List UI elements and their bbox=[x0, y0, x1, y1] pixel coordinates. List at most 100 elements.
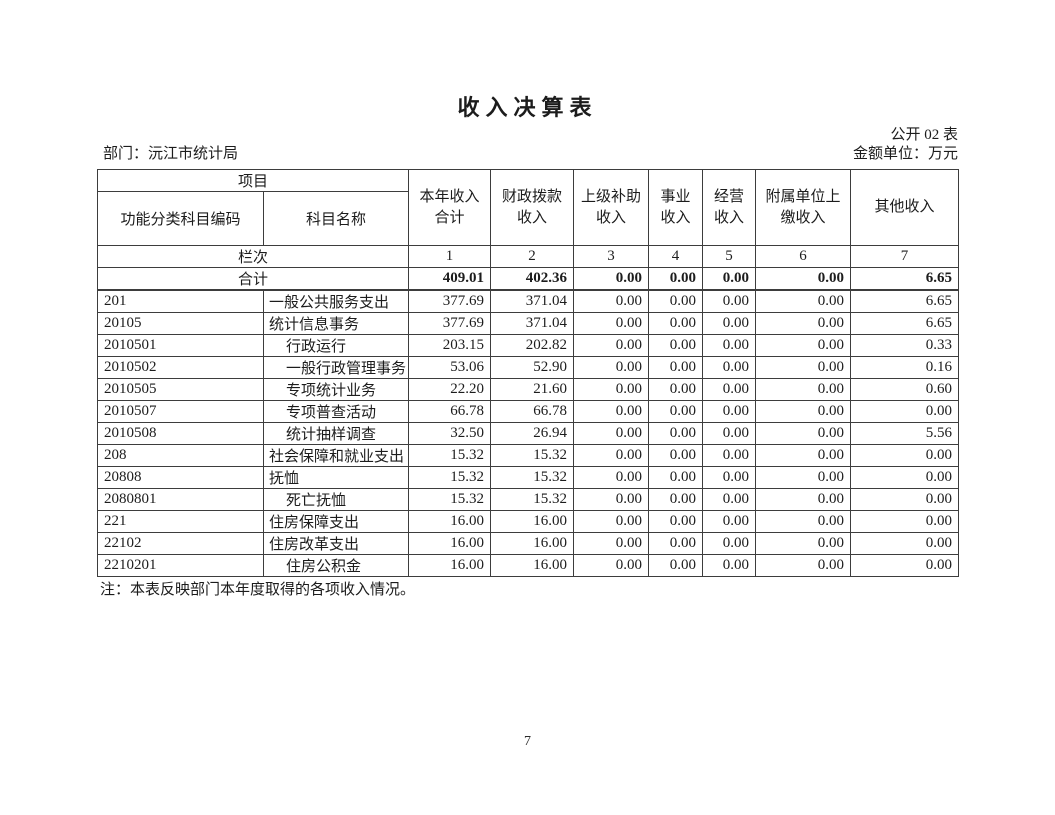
amount-cell: 6.65 bbox=[850, 289, 960, 314]
amount-cell: 0.00 bbox=[573, 444, 650, 468]
subject-code: 2010507 bbox=[97, 400, 264, 424]
amount-cell: 0.00 bbox=[755, 400, 852, 424]
amount-cell: 0.00 bbox=[648, 422, 704, 446]
total-value: 0.00 bbox=[755, 267, 852, 292]
table-row: 2010501 行政运行 203.15 202.82 0.00 0.00 0.00 0.00 0… bbox=[97, 334, 960, 358]
subject-code: 20808 bbox=[97, 466, 264, 490]
table-row: 2010502 一般行政管理事务 53.06 52.90 0.00 0.00 0.00 0.0… bbox=[97, 356, 960, 380]
subject-code: 20105 bbox=[97, 312, 264, 336]
amount-cell: 0.00 bbox=[702, 488, 757, 512]
table-row: 22102 住房改革支出 16.00 16.00 0.00 0.00 0.00 0.00 0.0… bbox=[97, 532, 960, 556]
amount-cell: 66.78 bbox=[490, 400, 575, 424]
table-row: 2080801 死亡抚恤 15.32 15.32 0.00 0.00 0.00 0.00 0.0… bbox=[97, 488, 960, 512]
subject-name: 抚恤 bbox=[262, 466, 410, 490]
amount-cell: 16.00 bbox=[408, 510, 492, 534]
lan-label: 栏次 bbox=[96, 245, 410, 269]
amount-cell: 0.00 bbox=[648, 289, 704, 314]
amount-cell: 0.00 bbox=[648, 466, 704, 490]
amount-cell: 0.00 bbox=[702, 400, 757, 424]
subject-name: 住房公积金 bbox=[262, 554, 410, 578]
total-value: 0.00 bbox=[648, 267, 704, 292]
amount-cell: 0.00 bbox=[702, 312, 757, 336]
subject-name: 一般行政管理事务 bbox=[262, 356, 410, 380]
subject-code: 2080801 bbox=[97, 488, 264, 512]
amount-cell: 0.00 bbox=[850, 466, 960, 490]
subject-name: 统计信息事务 bbox=[262, 312, 410, 336]
total-value: 0.00 bbox=[702, 267, 757, 292]
amount-cell: 0.00 bbox=[648, 554, 704, 578]
amount-cell: 5.56 bbox=[850, 422, 960, 446]
amount-cell: 15.32 bbox=[408, 488, 492, 512]
amount-cell: 0.00 bbox=[755, 312, 852, 336]
amount-cell: 371.04 bbox=[490, 289, 575, 314]
unit-label: 金额单位：万元 bbox=[852, 146, 958, 163]
amount-cell: 0.00 bbox=[702, 466, 757, 490]
amount-cell: 0.00 bbox=[573, 334, 650, 358]
amount-cell: 371.04 bbox=[490, 312, 575, 336]
subject-code: 2010502 bbox=[97, 356, 264, 380]
amount-cell: 15.32 bbox=[490, 444, 575, 468]
amount-cell: 0.00 bbox=[755, 334, 852, 358]
column-header-business: 经营 收入 bbox=[702, 169, 757, 247]
amount-cell: 0.00 bbox=[702, 554, 757, 578]
page-number: 7 bbox=[524, 734, 531, 749]
amount-cell: 0.00 bbox=[573, 488, 650, 512]
amount-cell: 0.00 bbox=[573, 378, 650, 402]
department-label: 部门：沅江市统计局 bbox=[103, 146, 239, 163]
amount-cell: 0.00 bbox=[850, 554, 960, 578]
header-row-project: 项目 本年收入 合计 财政拨款 收入 上级补助 收入 事业 收入 经营 收入 附… bbox=[96, 169, 960, 247]
amount-cell: 0.00 bbox=[702, 378, 757, 402]
amount-cell: 0.00 bbox=[755, 532, 852, 556]
subject-code: 2010508 bbox=[97, 422, 264, 446]
amount-cell: 0.00 bbox=[648, 488, 704, 512]
amount-cell: 21.60 bbox=[490, 378, 575, 402]
amount-cell: 0.00 bbox=[573, 289, 650, 314]
column-index: 6 bbox=[755, 245, 852, 269]
amount-cell: 0.00 bbox=[573, 554, 650, 578]
amount-cell: 203.15 bbox=[408, 334, 492, 358]
header-row-subcolumns: 功能分类科目编码 科目名称 bbox=[97, 191, 959, 247]
column-header-superior-subsidy: 上级补助 收入 bbox=[573, 169, 650, 247]
table-code-label: 公开 02 表 bbox=[890, 127, 958, 144]
subject-code: 221 bbox=[97, 510, 264, 534]
amount-cell: 53.06 bbox=[408, 356, 492, 380]
amount-cell: 0.00 bbox=[648, 510, 704, 534]
table-row: 208 社会保障和就业支出 15.32 15.32 0.00 0.00 0.00 0.00 0.… bbox=[97, 444, 960, 468]
code-header: 功能分类科目编码 bbox=[97, 191, 264, 247]
amount-cell: 0.00 bbox=[573, 356, 650, 380]
amount-cell: 0.00 bbox=[648, 356, 704, 380]
amount-cell: 0.00 bbox=[702, 532, 757, 556]
revenue-table: 项目 本年收入 合计 财政拨款 收入 上级补助 收入 事业 收入 经营 收入 附… bbox=[96, 169, 960, 578]
subject-name: 专项普查活动 bbox=[262, 400, 410, 424]
amount-cell: 0.16 bbox=[850, 356, 960, 380]
table-row: 2010505 专项统计业务 22.20 21.60 0.00 0.00 0.00 0.00 0… bbox=[97, 378, 960, 402]
amount-cell: 52.90 bbox=[490, 356, 575, 380]
amount-cell: 0.00 bbox=[702, 510, 757, 534]
table-row: 201 一般公共服务支出 377.69 371.04 0.00 0.00 0.00 0.00 6… bbox=[97, 289, 960, 314]
amount-cell: 0.00 bbox=[702, 356, 757, 380]
amount-cell: 26.94 bbox=[490, 422, 575, 446]
column-index: 7 bbox=[850, 245, 960, 269]
total-value: 6.65 bbox=[850, 267, 960, 292]
amount-cell: 0.00 bbox=[850, 444, 960, 468]
column-index: 5 bbox=[702, 245, 757, 269]
subject-name: 住房改革支出 bbox=[262, 532, 410, 556]
amount-cell: 0.00 bbox=[702, 422, 757, 446]
amount-cell: 15.32 bbox=[408, 466, 492, 490]
amount-cell: 32.50 bbox=[408, 422, 492, 446]
table-footnote: 注：本表反映部门本年度取得的各项收入情况。 bbox=[100, 582, 416, 599]
amount-cell: 0.00 bbox=[755, 356, 852, 380]
amount-cell: 0.00 bbox=[648, 532, 704, 556]
subject-name: 行政运行 bbox=[262, 334, 410, 358]
column-header-annual-total: 本年收入 合计 bbox=[408, 169, 492, 247]
amount-cell: 0.00 bbox=[850, 488, 960, 512]
subject-code: 2210201 bbox=[97, 554, 264, 578]
amount-cell: 16.00 bbox=[490, 510, 575, 534]
subject-code: 208 bbox=[97, 444, 264, 468]
amount-cell: 15.32 bbox=[408, 444, 492, 468]
amount-cell: 0.00 bbox=[702, 289, 757, 314]
table-row: 2010507 专项普查活动 66.78 66.78 0.00 0.00 0.00 0.00 0… bbox=[97, 400, 960, 424]
subject-code: 22102 bbox=[97, 532, 264, 556]
subject-name: 住房保障支出 bbox=[262, 510, 410, 534]
amount-cell: 0.00 bbox=[648, 444, 704, 468]
